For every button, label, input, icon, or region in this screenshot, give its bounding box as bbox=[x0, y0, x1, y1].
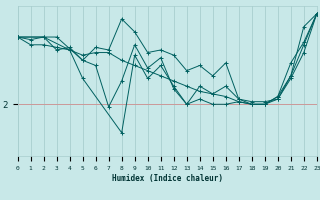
X-axis label: Humidex (Indice chaleur): Humidex (Indice chaleur) bbox=[112, 174, 223, 183]
